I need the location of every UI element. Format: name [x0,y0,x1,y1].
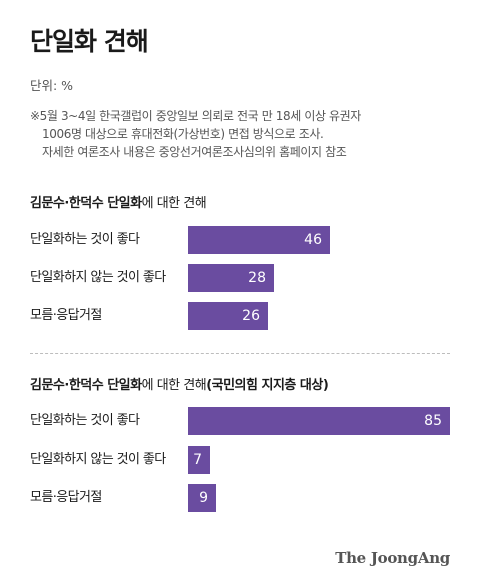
chart2-title-suffix: (국민의힘 지지층 대상) [206,378,329,393]
chart1-title-bold: 김문수·한덕수 단일화 [30,196,142,211]
chart1-category-label: 모름·응답거절 [30,308,102,323]
section-divider [30,353,450,354]
chart2-bar: 7 [188,446,210,474]
chart1-category-label: 단일화하는 것이 좋다 [30,232,140,247]
unit-label: 단위: % [30,78,74,93]
chart1-bar: 28 [188,264,274,292]
chart2-bar-value: 7 [193,452,202,468]
chart2-title: 김문수·한덕수 단일화에 대한 견해(국민의힘 지지층 대상) [30,374,329,393]
chart1-bar-value: 28 [248,270,266,286]
chart1-bar-value: 46 [304,232,322,248]
chart2-category-label: 단일화하지 않는 것이 좋다 [30,452,166,467]
chart1-bar: 26 [188,302,268,330]
note-line: 자세한 여론조사 내용은 중앙선거여론조사심의위 홈페이지 참조 [42,145,347,159]
survey-note: ※5월 3~4일 한국갤럽이 중앙일보 의뢰로 전국 만 18세 이상 유권자 … [30,107,361,161]
note-line: ※5월 3~4일 한국갤럽이 중앙일보 의뢰로 전국 만 18세 이상 유권자 [30,109,361,123]
brand-logo: The JoongAng [335,549,450,567]
chart2-category-label: 단일화하는 것이 좋다 [30,413,140,428]
chart1-title: 김문수·한덕수 단일화에 대한 견해 [30,192,207,211]
chart2-category-label: 모름·응답거절 [30,490,102,505]
note-line: 1006명 대상으로 휴대전화(가상번호) 면접 방식으로 조사. [42,127,324,141]
chart2-bar-value: 9 [199,490,208,506]
chart1-bar: 46 [188,226,330,254]
chart-title: 단일화 견해 [30,27,149,56]
chart2-title-bold: 김문수·한덕수 단일화 [30,378,142,393]
chart1-bar-value: 26 [242,308,260,324]
chart1-category-label: 단일화하지 않는 것이 좋다 [30,270,166,285]
chart2-bar-value: 85 [424,413,442,429]
chart2-title-rest: 에 대한 견해 [141,378,207,393]
chart1-title-rest: 에 대한 견해 [141,196,207,211]
chart2-bar: 9 [188,484,216,512]
chart2-bar: 85 [188,407,450,435]
